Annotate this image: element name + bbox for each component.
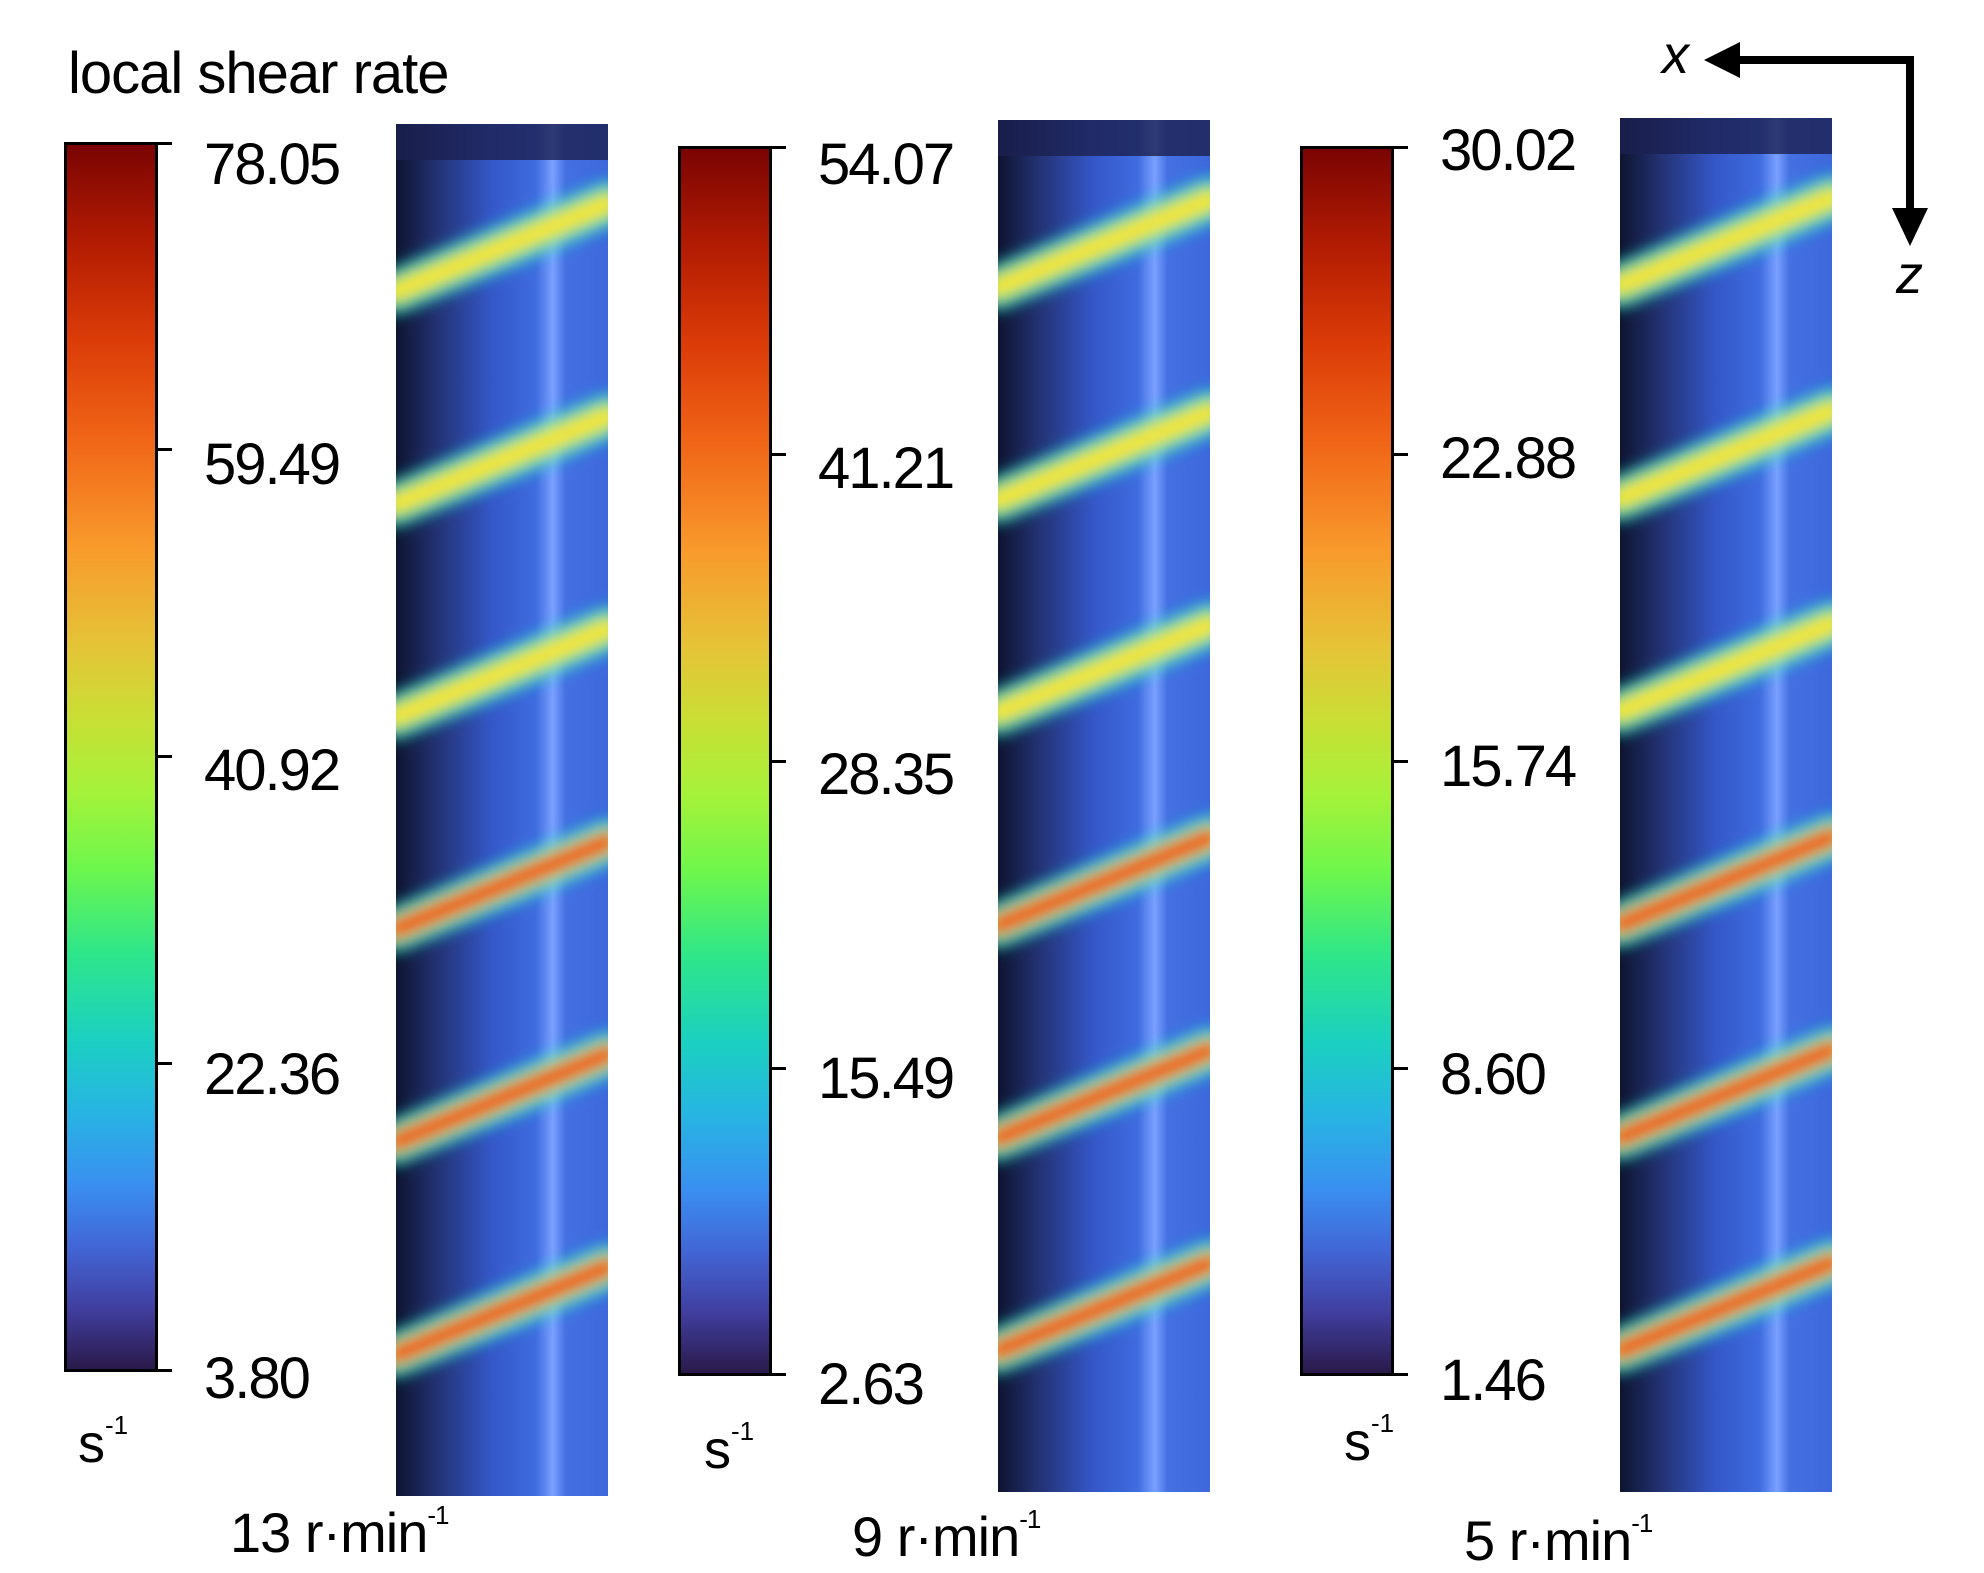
tick-label-min: 1.46 <box>1440 1348 1547 1413</box>
unit-label: s-1 <box>78 1410 129 1474</box>
tick-label: 8.60 <box>1440 1042 1547 1107</box>
tick-label: 41.21 <box>818 436 955 501</box>
tick-label: 22.88 <box>1440 426 1577 491</box>
tick-label: 28.35 <box>818 742 955 807</box>
tick-label: 15.74 <box>1440 734 1577 799</box>
shear-band <box>1620 1239 1832 1374</box>
rotation-speed-label: 5 r·min-1 <box>1464 1508 1653 1572</box>
colorbar-tick <box>772 146 786 149</box>
colorbar <box>64 142 158 1372</box>
shear-band <box>998 176 1210 311</box>
tick-label: 59.49 <box>204 432 341 497</box>
panel-9rpm: 54.07 41.21 28.35 15.49 2.63 s-1 9 r·min… <box>0 0 1210 1568</box>
colorbar-tick <box>772 453 786 456</box>
shear-band <box>396 818 608 953</box>
shear-band <box>1620 174 1832 309</box>
tick-label: 15.49 <box>818 1046 955 1111</box>
colorbar-tick <box>158 755 172 758</box>
colorbar-tick <box>772 1373 786 1376</box>
colorbar-tick <box>1394 1067 1408 1070</box>
tick-label-min: 3.80 <box>204 1346 311 1411</box>
tick-label-max: 54.07 <box>818 132 955 197</box>
x-axis-label: x <box>1662 25 1689 85</box>
shear-band <box>1620 1026 1832 1161</box>
tick-label: 40.92 <box>204 738 341 803</box>
colorbar-tick <box>158 142 172 145</box>
unit-label: s-1 <box>704 1416 755 1480</box>
shear-rate-field <box>1620 118 1832 1492</box>
colorbar-tick <box>1394 760 1408 763</box>
shear-rate-field <box>998 120 1210 1492</box>
shear-band <box>396 393 608 528</box>
shear-band <box>396 180 608 315</box>
shear-band <box>396 1031 608 1166</box>
tick-label: 22.36 <box>204 1042 341 1107</box>
colorbar-title: local shear rate <box>68 41 450 106</box>
shear-band <box>998 601 1210 736</box>
rotation-speed-label: 13 r·min-1 <box>230 1500 450 1564</box>
rotation-speed-label: 9 r·min-1 <box>852 1504 1041 1568</box>
z-axis-label: z <box>1896 245 1923 305</box>
colorbar-tick <box>158 1062 172 1065</box>
colorbar-tick <box>1394 146 1408 149</box>
field-cap <box>998 120 1210 156</box>
shear-band <box>396 605 608 740</box>
tick-label-max: 78.05 <box>204 132 341 197</box>
colorbar-tick <box>158 1369 172 1372</box>
colorbar <box>678 146 772 1376</box>
shear-band <box>1620 387 1832 522</box>
shear-band <box>998 1239 1210 1374</box>
colorbar-tick <box>1394 1373 1408 1376</box>
shear-band <box>998 1027 1210 1162</box>
colorbar <box>1300 146 1394 1376</box>
tick-label-max: 30.02 <box>1440 118 1577 183</box>
unit-label: s-1 <box>1344 1408 1395 1472</box>
field-cap <box>1620 118 1832 154</box>
shear-band <box>1620 813 1832 948</box>
colorbar-tick <box>158 448 172 451</box>
shear-rate-field <box>396 124 608 1496</box>
shear-band <box>998 389 1210 524</box>
shear-band <box>1620 600 1832 735</box>
shear-band <box>396 1243 608 1378</box>
panel-13rpm: 78.05 59.49 40.92 22.36 3.80 s-1 13 r·mi… <box>0 0 640 1564</box>
colorbar-tick <box>772 760 786 763</box>
colorbar-tick <box>772 1067 786 1070</box>
field-cap <box>396 124 608 160</box>
tick-label-min: 2.63 <box>818 1352 925 1417</box>
shear-band <box>998 814 1210 949</box>
coordinate-axes: x z <box>1640 20 1940 320</box>
panel-5rpm: 30.02 22.88 15.74 8.60 1.46 s-1 5 r·min-… <box>0 0 1832 1572</box>
axes-arrows-icon <box>1704 42 1928 246</box>
colorbar-tick <box>1394 453 1408 456</box>
